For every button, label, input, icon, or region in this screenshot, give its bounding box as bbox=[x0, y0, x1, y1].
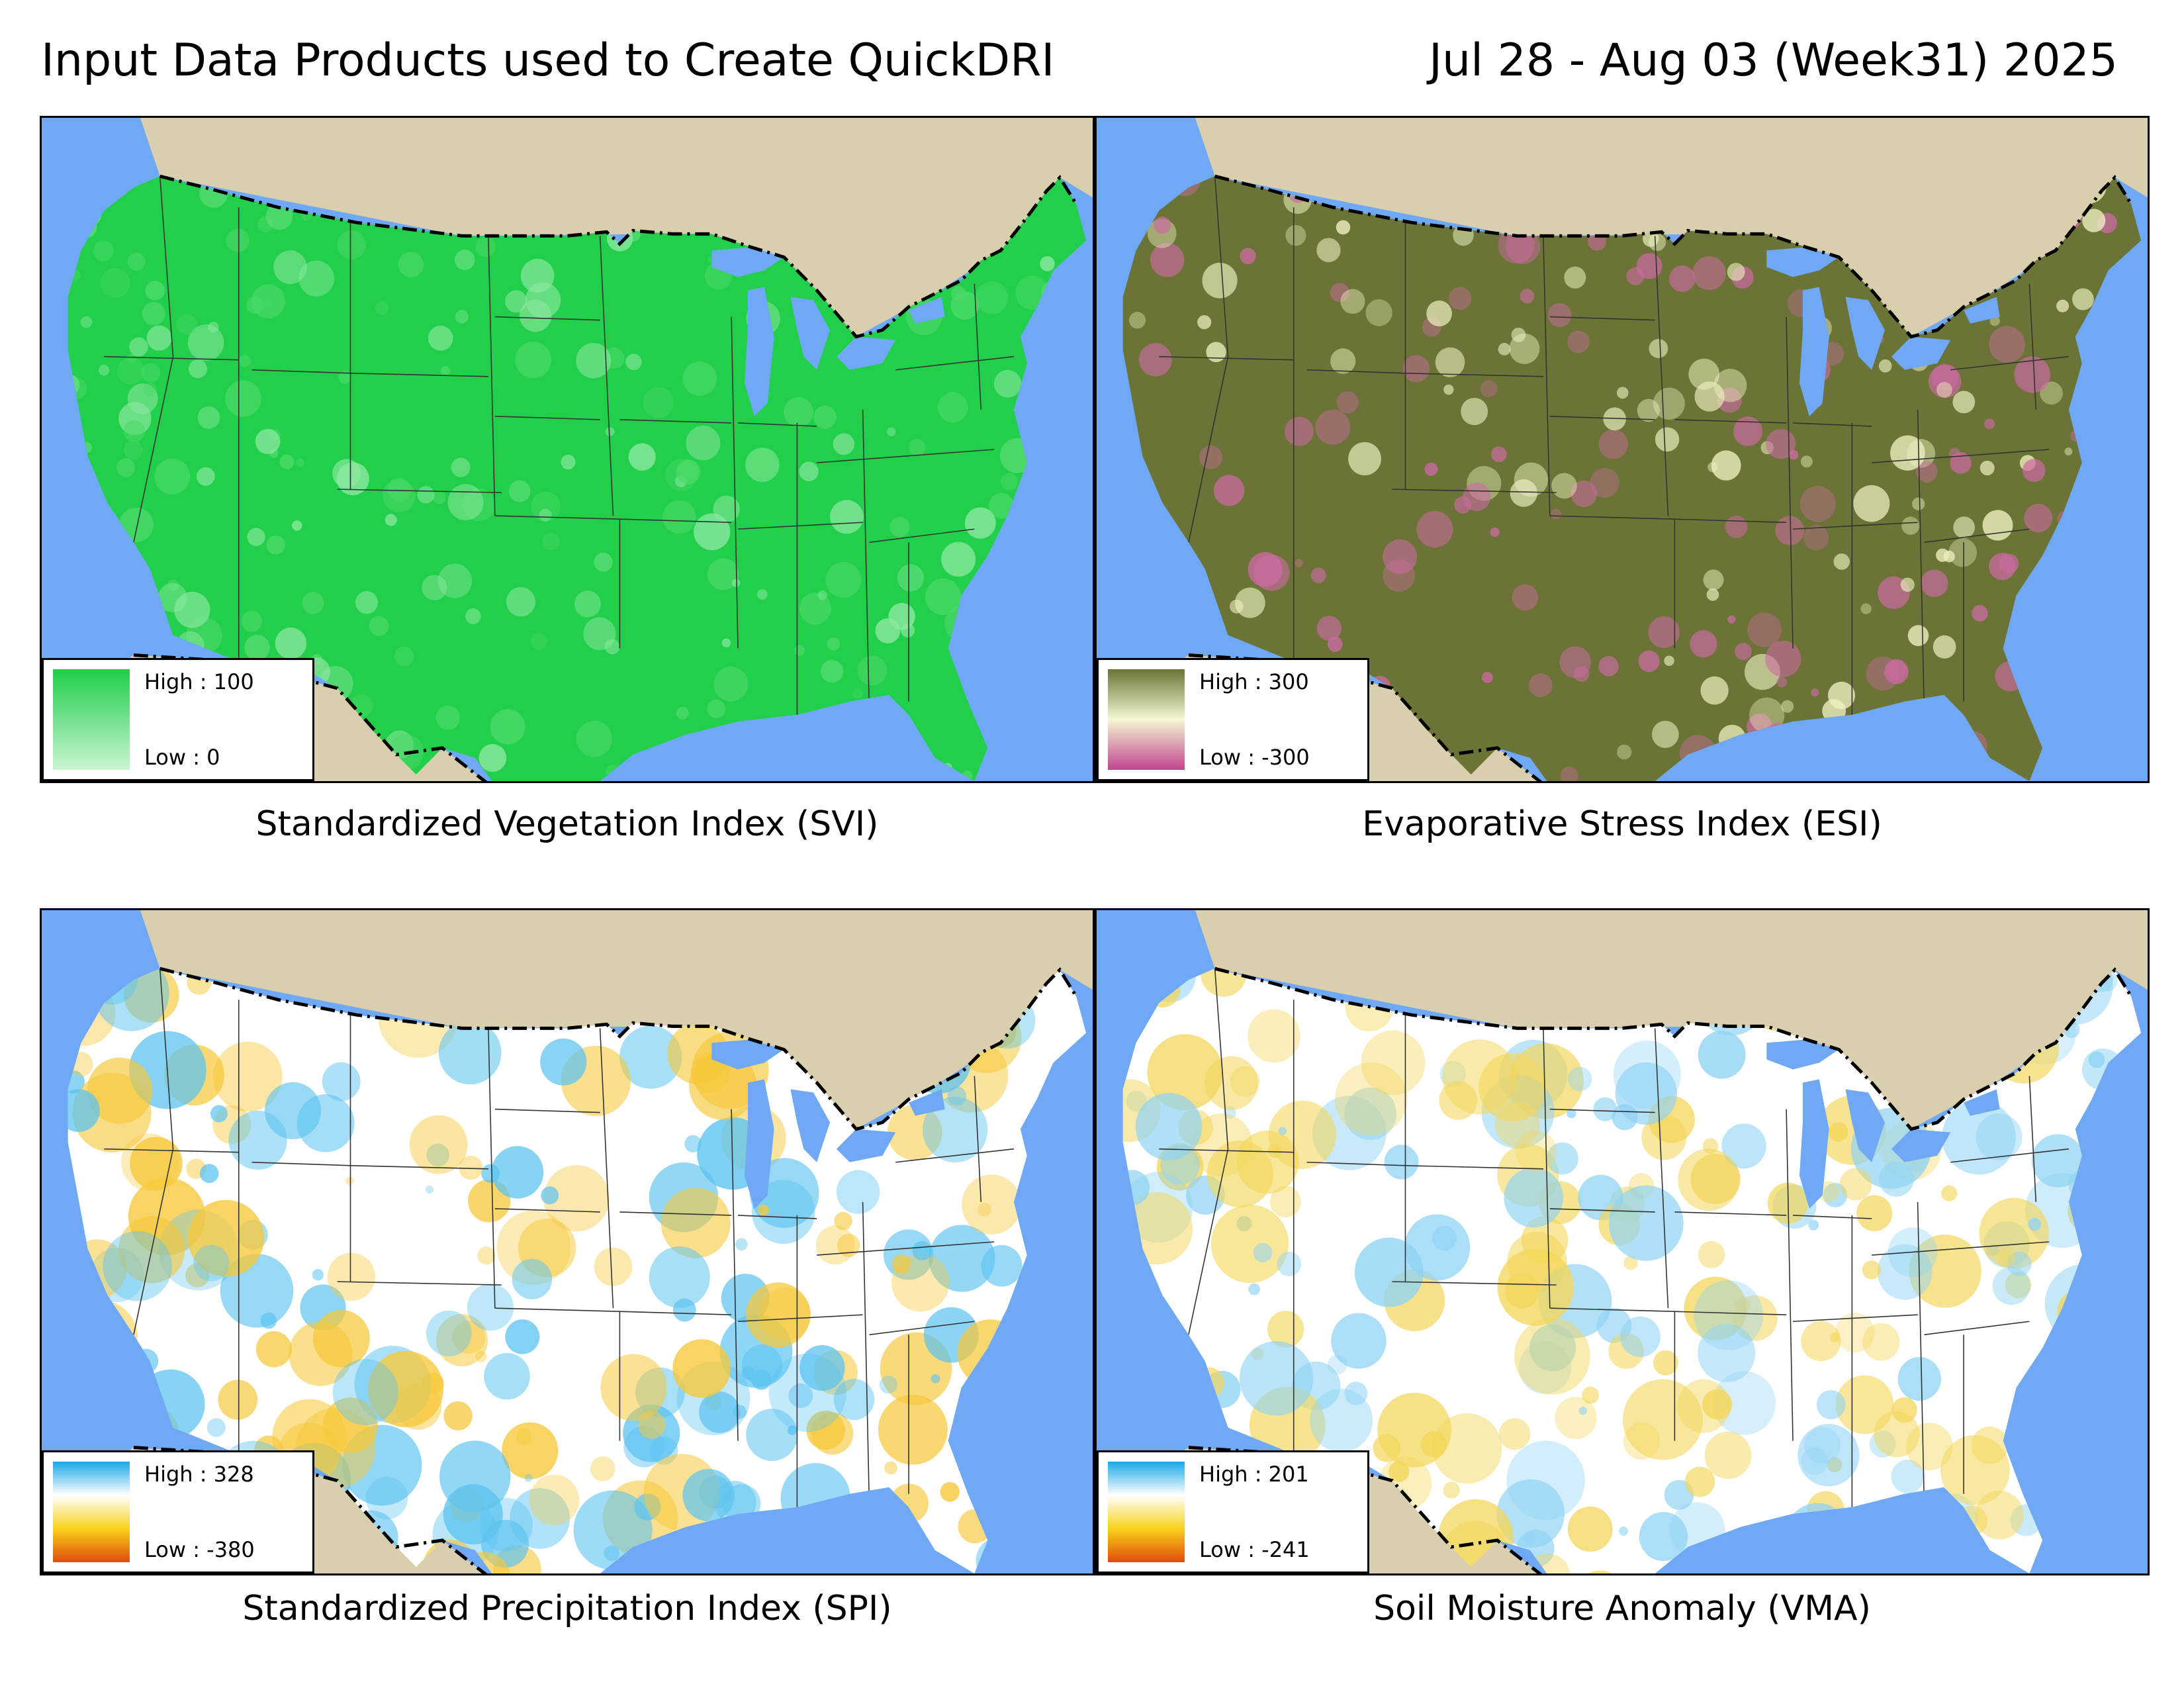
esi-legend-high-label: High : 300 bbox=[1199, 669, 1309, 694]
vma-map bbox=[1097, 910, 2148, 1573]
spi-legend-low-label: Low : -380 bbox=[144, 1537, 255, 1562]
state-boundaries bbox=[104, 968, 1014, 1507]
us-mexico-border bbox=[133, 653, 488, 781]
us-canada-border bbox=[1214, 174, 2133, 339]
great-lakes bbox=[711, 1039, 945, 1209]
date-range-title: Jul 28 - Aug 03 (Week31) 2025 bbox=[1428, 34, 2118, 87]
spi-legend: High : 328 Low : -380 bbox=[42, 1450, 314, 1573]
vma-caption: Soil Moisture Anomaly (VMA) bbox=[1373, 1589, 1871, 1628]
great-lakes bbox=[1766, 1039, 2000, 1209]
svi-legend-high-label: High : 100 bbox=[144, 669, 254, 694]
svi-legend-color-ramp bbox=[53, 669, 130, 770]
us-mexico-border bbox=[1188, 1446, 1543, 1573]
us-mexico-border bbox=[133, 1446, 488, 1573]
great-lakes bbox=[1766, 247, 2000, 416]
state-boundaries bbox=[1159, 176, 2069, 715]
esi-legend-low-label: Low : -300 bbox=[1199, 745, 1310, 770]
esi-legend: High : 300 Low : -300 bbox=[1097, 658, 1369, 781]
canada-land bbox=[1097, 910, 2148, 1129]
us-canada-border bbox=[1214, 966, 2133, 1131]
vma-legend-color-ramp bbox=[1108, 1462, 1185, 1562]
page-title: Input Data Products used to Create Quick… bbox=[41, 34, 1055, 87]
us-mexico-border bbox=[1188, 653, 1543, 781]
vma-legend: High : 201 Low : -241 bbox=[1097, 1450, 1369, 1573]
vma-legend-low-label: Low : -241 bbox=[1199, 1537, 1310, 1562]
vma-legend-high-label: High : 201 bbox=[1199, 1462, 1309, 1487]
conus-land bbox=[1122, 176, 2142, 781]
canada-land bbox=[42, 910, 1093, 1129]
svi-map-panel: High : 100 Low : 0 bbox=[40, 116, 1095, 783]
state-boundaries bbox=[1159, 968, 2069, 1507]
canada-land bbox=[42, 118, 1093, 337]
spi-legend-high-label: High : 328 bbox=[144, 1462, 254, 1487]
us-canada-border bbox=[159, 174, 1078, 339]
svi-legend: High : 100 Low : 0 bbox=[42, 658, 314, 781]
state-boundaries bbox=[104, 176, 1014, 715]
spi-legend-color-ramp bbox=[53, 1462, 130, 1562]
us-canada-border bbox=[159, 966, 1078, 1131]
esi-caption: Evaporative Stress Index (ESI) bbox=[1362, 804, 1882, 844]
esi-map-panel: High : 300 Low : -300 bbox=[1095, 116, 2150, 783]
svi-legend-low-label: Low : 0 bbox=[144, 745, 220, 770]
spi-caption: Standardized Precipitation Index (SPI) bbox=[242, 1589, 892, 1628]
great-lakes bbox=[711, 247, 945, 416]
vma-map-panel: High : 201 Low : -241 bbox=[1095, 908, 2150, 1575]
spi-map-panel: High : 328 Low : -380 bbox=[40, 908, 1095, 1575]
canada-land bbox=[1097, 118, 2148, 337]
esi-legend-color-ramp bbox=[1108, 669, 1185, 770]
conus-land bbox=[68, 176, 1087, 781]
svi-caption: Standardized Vegetation Index (SVI) bbox=[255, 804, 879, 844]
